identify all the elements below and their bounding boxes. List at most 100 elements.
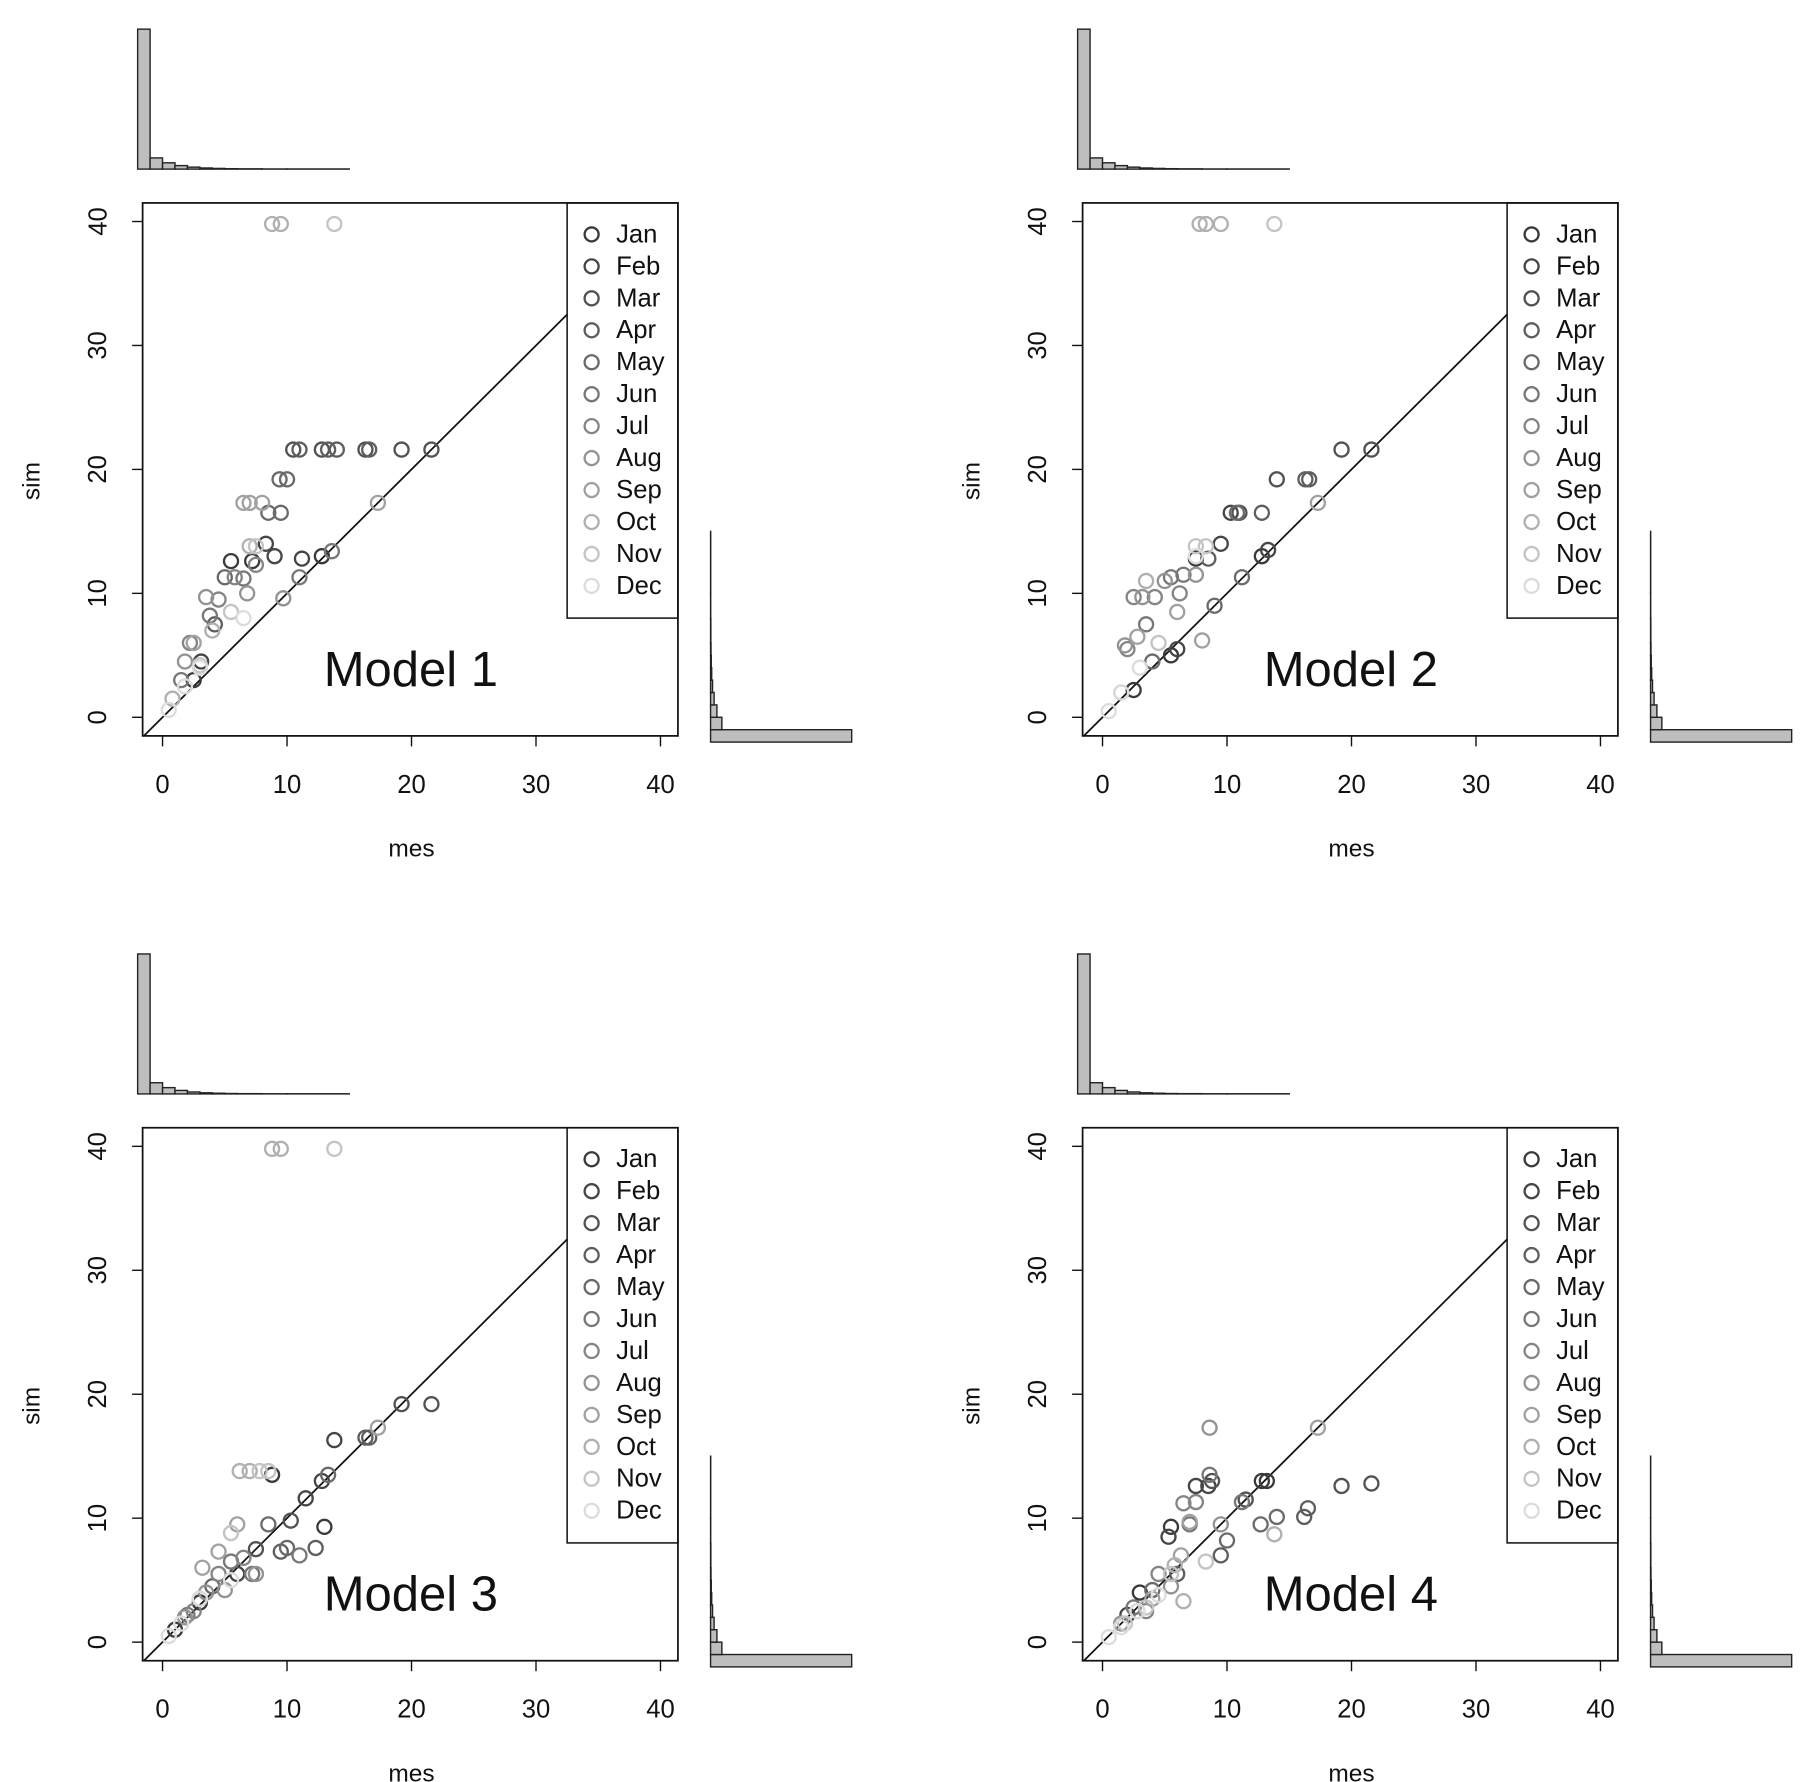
legend-marker bbox=[1523, 290, 1540, 307]
point bbox=[271, 471, 288, 488]
point bbox=[1116, 637, 1134, 654]
legend-label: Jun bbox=[616, 1305, 657, 1333]
point bbox=[1187, 1493, 1205, 1511]
point bbox=[282, 1512, 299, 1529]
point bbox=[319, 441, 337, 458]
point bbox=[1197, 1553, 1215, 1570]
x-tick-label: 30 bbox=[1462, 1696, 1491, 1724]
point bbox=[1218, 1532, 1236, 1549]
point bbox=[393, 1395, 410, 1413]
histogram-bar bbox=[1151, 1092, 1166, 1095]
legend-label: Aug bbox=[1556, 1369, 1602, 1397]
legend-marker bbox=[1523, 1246, 1540, 1264]
legend-marker bbox=[583, 1502, 600, 1519]
point bbox=[1125, 588, 1142, 606]
point bbox=[291, 1547, 308, 1564]
point bbox=[1187, 548, 1205, 565]
legend-label: Jan bbox=[1556, 1145, 1597, 1173]
point bbox=[369, 494, 387, 512]
y-tick-label: 20 bbox=[1024, 455, 1052, 484]
point bbox=[316, 1518, 333, 1536]
histogram-bar bbox=[1649, 1591, 1653, 1606]
legend-marker bbox=[1523, 513, 1540, 531]
histogram-bar bbox=[1101, 1086, 1116, 1095]
x-tick-label: 0 bbox=[1095, 771, 1109, 799]
point bbox=[361, 1429, 378, 1446]
point bbox=[1212, 1516, 1229, 1533]
point bbox=[201, 607, 219, 624]
legend-label: Mar bbox=[616, 284, 661, 312]
point bbox=[197, 588, 215, 606]
point bbox=[164, 690, 181, 707]
histogram-bar bbox=[1139, 167, 1154, 170]
y-tick-label: 30 bbox=[84, 1256, 112, 1285]
point bbox=[272, 1140, 289, 1157]
legend-marker bbox=[583, 1151, 600, 1168]
histogram-bar bbox=[174, 164, 189, 170]
legend-marker bbox=[1523, 545, 1540, 563]
point bbox=[222, 1571, 240, 1589]
point bbox=[1144, 653, 1161, 670]
histogram-bar bbox=[1151, 167, 1166, 170]
legend-label: Jun bbox=[1556, 380, 1597, 408]
x-tick-label: 40 bbox=[1586, 771, 1615, 799]
legend-marker bbox=[583, 1342, 600, 1360]
legend-marker bbox=[1523, 449, 1540, 467]
legend-label: Mar bbox=[1556, 284, 1601, 312]
legend-marker bbox=[1523, 1151, 1540, 1168]
plot-frame bbox=[141, 1126, 679, 1662]
point bbox=[173, 1615, 190, 1632]
histogram-bar bbox=[149, 157, 164, 170]
legend-label: Sep bbox=[1556, 1401, 1602, 1429]
histogram-bar bbox=[709, 667, 713, 681]
point bbox=[1268, 1508, 1285, 1526]
point bbox=[1222, 504, 1239, 521]
point bbox=[191, 1590, 209, 1607]
histogram-bar bbox=[136, 953, 151, 1095]
y-tick-label: 20 bbox=[1024, 1380, 1052, 1409]
histogram-bar bbox=[1089, 1082, 1104, 1095]
legend-marker bbox=[583, 513, 600, 531]
legend-marker bbox=[1523, 386, 1540, 403]
model-label: Model 1 bbox=[324, 643, 498, 697]
legend-marker bbox=[1523, 322, 1540, 339]
point bbox=[285, 441, 302, 458]
point bbox=[1137, 1599, 1155, 1616]
legend-label: Nov bbox=[616, 540, 662, 568]
point bbox=[160, 1627, 177, 1645]
x-tick-label: 10 bbox=[1213, 1696, 1242, 1724]
histogram-bar bbox=[1649, 654, 1652, 669]
histogram-bar bbox=[1139, 1092, 1154, 1095]
point bbox=[278, 1539, 296, 1557]
point bbox=[1116, 1615, 1134, 1632]
x-tick-label: 40 bbox=[646, 1696, 675, 1724]
point bbox=[1129, 628, 1146, 645]
point bbox=[1156, 572, 1173, 590]
legend-label: Jun bbox=[1556, 1305, 1597, 1333]
legend-marker bbox=[1523, 226, 1540, 243]
legend-marker bbox=[583, 545, 600, 563]
point bbox=[1129, 1602, 1146, 1620]
legend-label: May bbox=[1556, 348, 1605, 376]
legend-label: Aug bbox=[616, 444, 662, 472]
y-tick-label: 10 bbox=[84, 579, 112, 608]
point bbox=[260, 1516, 277, 1533]
histogram-bar bbox=[709, 1641, 723, 1656]
x-axis-label: mes bbox=[388, 1760, 434, 1782]
legend-marker bbox=[583, 1374, 600, 1392]
histogram-bar bbox=[199, 167, 214, 170]
y-tick-label: 10 bbox=[1024, 579, 1052, 608]
plot-frame bbox=[1081, 1126, 1619, 1662]
legend-marker bbox=[1523, 1342, 1540, 1360]
point bbox=[235, 609, 252, 627]
legend-label: Aug bbox=[1556, 444, 1602, 472]
point bbox=[313, 548, 331, 565]
point bbox=[253, 494, 271, 512]
point bbox=[1169, 1565, 1186, 1583]
y-tick-label: 0 bbox=[84, 710, 112, 724]
legend-marker bbox=[583, 290, 600, 307]
x-tick-label: 40 bbox=[1586, 1696, 1615, 1724]
histogram-bar bbox=[709, 691, 715, 706]
histogram-bar bbox=[136, 28, 151, 170]
x-tick-label: 30 bbox=[522, 771, 551, 799]
